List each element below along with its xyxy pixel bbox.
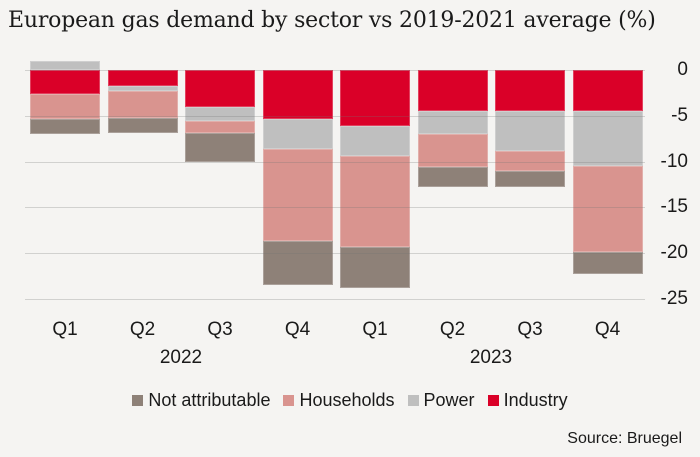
bar-segment-power-5 <box>340 125 410 157</box>
x-tick-label-4: Q4 <box>284 319 311 340</box>
bar-segment-households-5 <box>340 156 410 247</box>
legend-item-industry: Industry <box>487 390 568 411</box>
legend-item-households: Households <box>283 390 395 411</box>
bar-segment-not-attributable-1 <box>30 118 100 135</box>
bar-segment-not-attributable-6 <box>417 167 488 188</box>
bar-segment-industry-5 <box>340 70 410 126</box>
legend-label-households: Households <box>299 390 395 410</box>
bar-segment-power-8 <box>572 111 643 167</box>
legend-item-not-attributable: Not attributable <box>132 390 270 411</box>
y-tick-label--25: -25 <box>660 288 688 309</box>
legend-label-power: Power <box>423 390 475 410</box>
bar-segment-not-attributable-8 <box>572 252 643 275</box>
x-tick-label-2: Q2 <box>129 319 156 340</box>
bar-segment-power-4 <box>262 118 333 149</box>
x-tick-label-5: Q1 <box>362 319 388 340</box>
bar-segment-power-2 <box>107 86 178 92</box>
legend: Not attributable Households Power Industry <box>0 390 700 411</box>
gridline-0 <box>25 70 645 71</box>
bar-segment-industry-6 <box>417 70 488 112</box>
bar-segment-power-3 <box>185 106 255 122</box>
legend-swatch-industry <box>487 395 499 406</box>
gridline--20 <box>25 253 645 254</box>
source-note: Source: Bruegel <box>567 430 682 447</box>
bar-segment-industry-8 <box>572 70 643 112</box>
x-tick-label-3: Q3 <box>207 319 233 340</box>
x-tick-label-1: Q1 <box>52 319 78 340</box>
y-tick-label-0: 0 <box>677 59 688 80</box>
x-tick-label-6: Q2 <box>439 319 466 340</box>
legend-label-not-attributable: Not attributable <box>148 390 271 410</box>
bar-segment-households-4 <box>262 148 333 242</box>
bar-segment-not-attributable-2 <box>107 117 178 134</box>
bar-segment-households-3 <box>185 121 255 134</box>
bar-segment-industry-2 <box>107 70 178 87</box>
bar-segment-power-6 <box>417 111 488 135</box>
bar-segment-industry-3 <box>185 70 255 107</box>
bar-segment-households-6 <box>417 134 488 168</box>
legend-item-power: Power <box>407 390 475 411</box>
year-label-2023: 2023 <box>469 347 513 368</box>
bar-segment-households-1 <box>30 93 100 119</box>
bar-segment-industry-4 <box>262 70 333 119</box>
gridline--25 <box>25 299 645 300</box>
bar-segment-households-2 <box>107 91 178 118</box>
bar-segment-households-8 <box>572 166 643 253</box>
gridline--10 <box>25 162 645 163</box>
bar-segment-power-7 <box>495 111 565 151</box>
year-label-2022: 2022 <box>159 347 203 368</box>
bar-segment-industry-1 <box>30 70 100 94</box>
y-tick-label--5: -5 <box>671 105 688 126</box>
legend-label-industry: Industry <box>503 390 568 410</box>
legend-swatch-power <box>407 395 419 406</box>
bar-segment-industry-7 <box>495 70 565 112</box>
x-tick-label-8: Q4 <box>594 319 621 340</box>
y-tick-label--10: -10 <box>660 151 688 172</box>
bar-segment-households-7 <box>495 150 565 171</box>
x-tick-label-7: Q3 <box>517 319 543 340</box>
bar-segment-power-1 <box>30 60 100 70</box>
legend-swatch-not-attributable <box>132 395 144 406</box>
gridline--15 <box>25 207 645 208</box>
y-tick-label--15: -15 <box>660 196 688 217</box>
bar-segment-not-attributable-5 <box>340 246 410 288</box>
legend-swatch-households <box>283 395 295 406</box>
plot-area <box>25 60 645 300</box>
chart-title: European gas demand by sector vs 2019-20… <box>8 8 656 33</box>
bar-segment-not-attributable-7 <box>495 170 565 188</box>
y-tick-label--20: -20 <box>660 242 688 263</box>
bar-segment-not-attributable-3 <box>185 133 255 162</box>
gridline--5 <box>25 116 645 117</box>
bar-segment-not-attributable-4 <box>262 241 333 286</box>
